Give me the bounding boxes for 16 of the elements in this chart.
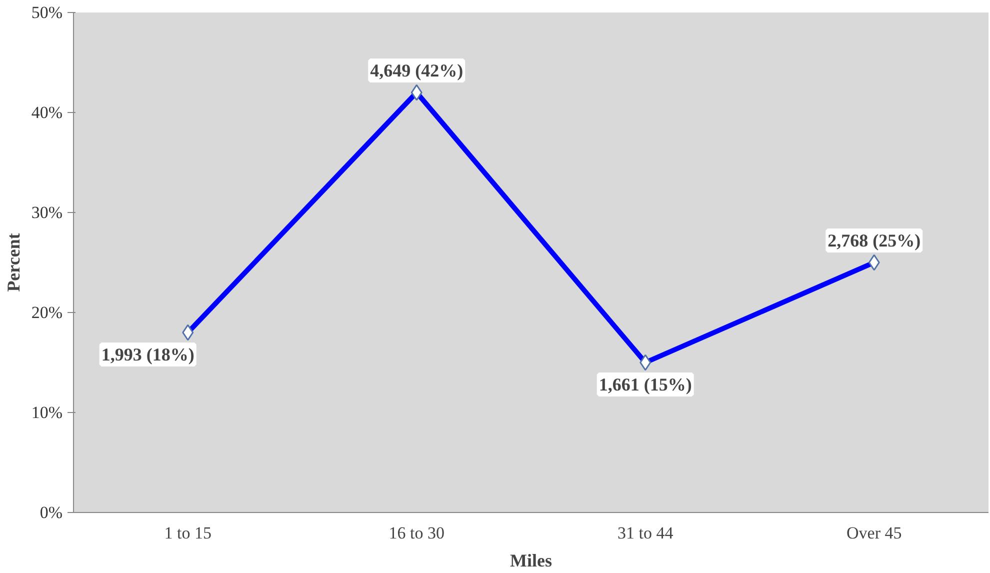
x-tick-label: Over 45 xyxy=(846,524,902,542)
data-label: 4,649 (42%) xyxy=(370,60,464,80)
x-tick-label: 31 to 44 xyxy=(618,524,674,542)
data-label: 2,768 (25%) xyxy=(828,230,921,250)
y-tick-label: 20% xyxy=(31,303,63,322)
y-tick-label: 50% xyxy=(31,3,63,22)
x-tick-label: 1 to 15 xyxy=(164,524,212,542)
y-tick-label: 0% xyxy=(40,503,63,522)
x-axis-title: Miles xyxy=(510,550,552,570)
data-label: 1,661 (15%) xyxy=(598,374,692,394)
data-label: 1,993 (18%) xyxy=(101,344,194,364)
y-tick-label: 10% xyxy=(31,403,63,422)
y-tick-label: 40% xyxy=(31,103,63,122)
y-tick-label: 30% xyxy=(31,203,63,222)
y-axis-title: Percent xyxy=(3,233,24,292)
x-tick-label: 16 to 30 xyxy=(388,524,444,542)
